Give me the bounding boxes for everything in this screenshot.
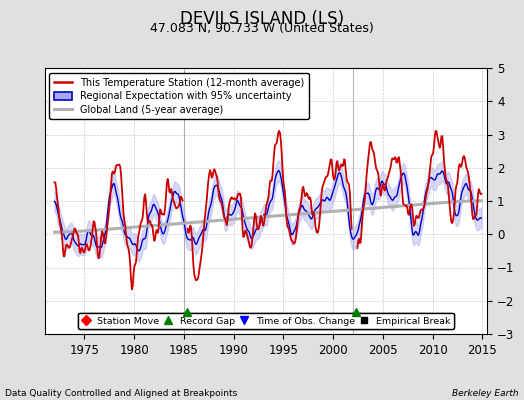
- Text: DEVILS ISLAND (LS): DEVILS ISLAND (LS): [180, 10, 344, 28]
- Legend: Station Move, Record Gap, Time of Obs. Change, Empirical Break: Station Move, Record Gap, Time of Obs. C…: [78, 312, 454, 329]
- Text: Data Quality Controlled and Aligned at Breakpoints: Data Quality Controlled and Aligned at B…: [5, 389, 237, 398]
- Text: Berkeley Earth: Berkeley Earth: [452, 389, 519, 398]
- Text: 47.083 N, 90.733 W (United States): 47.083 N, 90.733 W (United States): [150, 22, 374, 35]
